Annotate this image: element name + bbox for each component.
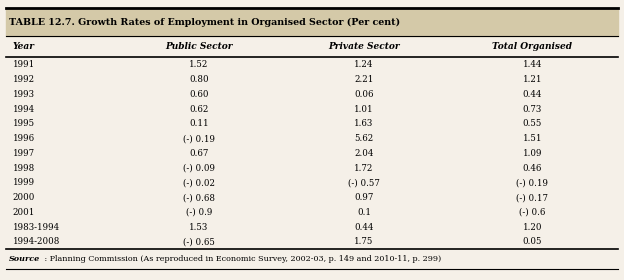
Text: 1991: 1991 (12, 60, 35, 69)
Text: Source: Source (9, 255, 41, 263)
Text: (-) 0.19: (-) 0.19 (183, 134, 215, 143)
Text: 1994: 1994 (12, 104, 34, 113)
Text: 0.80: 0.80 (189, 75, 208, 84)
Text: 1.75: 1.75 (354, 237, 374, 246)
Text: (-) 0.68: (-) 0.68 (183, 193, 215, 202)
Text: 1996: 1996 (12, 134, 34, 143)
Text: 1.21: 1.21 (522, 75, 542, 84)
Text: (-) 0.9: (-) 0.9 (186, 208, 212, 217)
Text: (-) 0.65: (-) 0.65 (183, 237, 215, 246)
Text: 1992: 1992 (12, 75, 34, 84)
Text: (-) 0.02: (-) 0.02 (183, 178, 215, 187)
Text: 2.04: 2.04 (354, 149, 374, 158)
Text: 0.55: 0.55 (522, 119, 542, 128)
Text: 1.44: 1.44 (522, 60, 542, 69)
Text: : Planning Commission (As reproduced in Economic Survey, 2002-03, p. 149 and 201: : Planning Commission (As reproduced in … (42, 255, 441, 263)
Text: 1.53: 1.53 (189, 223, 208, 232)
Text: 0.06: 0.06 (354, 90, 374, 99)
Text: 1.52: 1.52 (189, 60, 208, 69)
Text: (-) 0.57: (-) 0.57 (348, 178, 380, 187)
Text: 0.62: 0.62 (189, 104, 208, 113)
Text: 0.11: 0.11 (189, 119, 208, 128)
Text: (-) 0.6: (-) 0.6 (519, 208, 545, 217)
Text: 0.73: 0.73 (522, 104, 542, 113)
Text: 1995: 1995 (12, 119, 34, 128)
Text: (-) 0.09: (-) 0.09 (183, 164, 215, 172)
Text: 1.01: 1.01 (354, 104, 374, 113)
Text: 0.67: 0.67 (189, 149, 208, 158)
Text: 1999: 1999 (12, 178, 34, 187)
Text: 0.97: 0.97 (354, 193, 374, 202)
Text: 0.60: 0.60 (189, 90, 208, 99)
Text: Total Organised: Total Organised (492, 42, 572, 52)
Text: 0.46: 0.46 (522, 164, 542, 172)
Text: 1998: 1998 (12, 164, 35, 172)
Text: Private Sector: Private Sector (328, 42, 400, 52)
Text: Year: Year (12, 42, 34, 52)
Text: 0.44: 0.44 (522, 90, 542, 99)
Text: 1983-1994: 1983-1994 (12, 223, 60, 232)
Text: 1994-2008: 1994-2008 (12, 237, 60, 246)
Text: (-) 0.17: (-) 0.17 (516, 193, 548, 202)
Text: TABLE 12.7. Growth Rates of Employment in Organised Sector (Per cent): TABLE 12.7. Growth Rates of Employment i… (9, 18, 401, 27)
Text: 1997: 1997 (12, 149, 34, 158)
Text: 1.24: 1.24 (354, 60, 374, 69)
Text: 0.44: 0.44 (354, 223, 374, 232)
Text: 1993: 1993 (12, 90, 34, 99)
Text: Public Sector: Public Sector (165, 42, 233, 52)
Bar (6, 8, 618, 36)
Text: 0.1: 0.1 (357, 208, 371, 217)
Text: 1.72: 1.72 (354, 164, 374, 172)
Text: 5.62: 5.62 (354, 134, 374, 143)
Text: 1.51: 1.51 (522, 134, 542, 143)
Text: 2.21: 2.21 (354, 75, 374, 84)
Text: 1.09: 1.09 (522, 149, 542, 158)
Text: 1.20: 1.20 (522, 223, 542, 232)
Text: 0.05: 0.05 (522, 237, 542, 246)
Text: 1.63: 1.63 (354, 119, 374, 128)
Text: (-) 0.19: (-) 0.19 (516, 178, 548, 187)
Text: 2000: 2000 (12, 193, 35, 202)
Text: 2001: 2001 (12, 208, 35, 217)
